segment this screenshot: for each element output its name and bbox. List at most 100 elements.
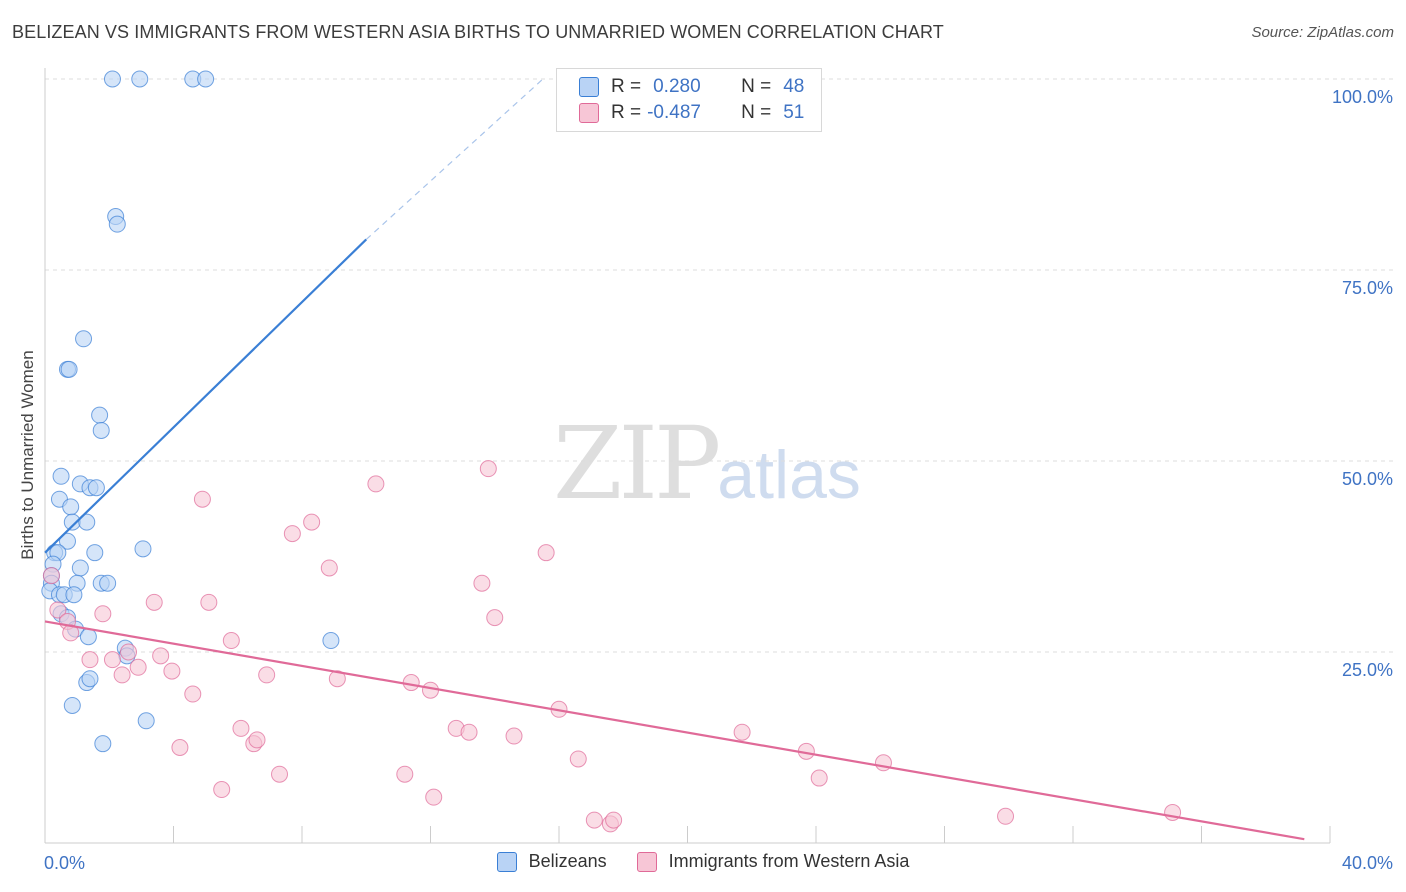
watermark-atlas: atlas bbox=[717, 437, 861, 513]
western-asia-point-30 bbox=[402, 674, 420, 692]
legend-n-value: 48 bbox=[783, 76, 805, 97]
belizean-point-43 bbox=[81, 670, 99, 688]
western-asia-point-39 bbox=[537, 544, 555, 562]
western-asia-point-16 bbox=[200, 593, 218, 611]
western-asia-point-31 bbox=[422, 681, 439, 699]
western-asia-point-45 bbox=[733, 723, 751, 741]
western-asia-point-25 bbox=[303, 513, 321, 531]
western-asia-point-1 bbox=[49, 601, 67, 619]
zipatlas-watermark: ZIPatlas bbox=[553, 405, 861, 522]
western-asia-point-23 bbox=[271, 765, 289, 783]
legend-n-value: 51 bbox=[783, 102, 805, 123]
western-asia-point-5 bbox=[94, 605, 112, 623]
belizean-point-23 bbox=[134, 540, 152, 558]
legend-item-western-asia: Immigrants from Western Asia bbox=[636, 851, 910, 872]
belizean-point-5 bbox=[108, 215, 126, 233]
western-asia-point-10 bbox=[145, 593, 163, 611]
x-tick-label-max: 40.0% bbox=[1342, 853, 1393, 873]
belizean-point-8 bbox=[60, 360, 78, 378]
belizean-point-44 bbox=[63, 696, 81, 714]
belizean-trend-line bbox=[44, 238, 368, 554]
legend-r-value: 0.280 bbox=[653, 76, 701, 97]
belizean-point-3 bbox=[197, 70, 215, 88]
western-asia-point-41 bbox=[569, 750, 587, 768]
belizean-point-34 bbox=[65, 586, 83, 604]
legend-item-belizeans: Belizeans bbox=[496, 851, 607, 872]
source-label: Source: ZipAtlas.com bbox=[1251, 24, 1394, 41]
western-asia-point-47 bbox=[810, 769, 828, 787]
western-asia-point-13 bbox=[171, 739, 189, 756]
western-asia-point-11 bbox=[152, 647, 170, 665]
western-asia-point-7 bbox=[113, 666, 131, 684]
legend-swatch-pink bbox=[579, 103, 599, 123]
belizean-point-0 bbox=[103, 70, 121, 88]
belizean-point-11 bbox=[52, 467, 70, 485]
y-tick-label-25: 25.0% bbox=[1342, 660, 1393, 680]
western-asia-point-4 bbox=[81, 651, 99, 669]
belizean-point-46 bbox=[94, 735, 112, 753]
belizean-point-10 bbox=[92, 421, 110, 439]
belizean-point-30 bbox=[99, 574, 117, 592]
western-asia-point-12 bbox=[163, 662, 181, 680]
western-asia-point-29 bbox=[396, 765, 414, 783]
legend-r-value: -0.487 bbox=[647, 102, 701, 123]
legend-r-label: R = bbox=[611, 102, 642, 123]
belizean-point-25 bbox=[71, 559, 89, 577]
western-asia-point-28 bbox=[367, 475, 385, 493]
western-asia-point-6 bbox=[103, 651, 121, 669]
legend-r-label: R = bbox=[611, 76, 642, 97]
belizean-point-6 bbox=[75, 330, 93, 348]
western-asia-point-0 bbox=[42, 567, 60, 585]
chart-title: BELIZEAN VS IMMIGRANTS FROM WESTERN ASIA… bbox=[12, 22, 944, 42]
western-asia-point-21 bbox=[248, 731, 266, 749]
western-asia-point-35 bbox=[473, 574, 491, 592]
belizean-point-18 bbox=[78, 513, 96, 531]
y-tick-label-75: 75.0% bbox=[1342, 278, 1393, 298]
western-asia-point-27 bbox=[328, 670, 346, 688]
western-asia-point-8 bbox=[120, 643, 138, 661]
western-asia-point-22 bbox=[258, 666, 276, 684]
western-asia-point-38 bbox=[505, 727, 523, 745]
series-legend: Belizeans Immigrants from Western Asia bbox=[0, 851, 1406, 872]
x-tick-label-min: 0.0% bbox=[44, 853, 85, 873]
belizean-point-41 bbox=[322, 632, 340, 650]
watermark-zip: ZIP bbox=[553, 405, 721, 522]
belizean-point-14 bbox=[87, 479, 105, 497]
western-asia-point-19 bbox=[232, 719, 250, 737]
correlation-legend: R = 0.280 N = 48 R = -0.487 N = 51 bbox=[556, 68, 822, 132]
western-asia-point-9 bbox=[129, 658, 147, 676]
legend-label-belizeans: Belizeans bbox=[528, 851, 607, 871]
western-asia-point-32 bbox=[425, 788, 443, 806]
western-asia-point-42 bbox=[585, 811, 603, 829]
belizean-point-1 bbox=[131, 70, 149, 88]
western-asia-point-17 bbox=[213, 781, 231, 799]
y-tick-label-50: 50.0% bbox=[1342, 469, 1393, 489]
legend-swatch-belizeans bbox=[496, 851, 517, 872]
legend-label-western-asia: Immigrants from Western Asia bbox=[668, 851, 910, 871]
western-asia-point-44 bbox=[605, 811, 623, 829]
western-asia-point-36 bbox=[479, 460, 497, 478]
belizean-point-16 bbox=[62, 498, 80, 516]
western-asia-point-34 bbox=[460, 723, 478, 741]
western-asia-point-37 bbox=[486, 609, 504, 627]
legend-swatch-blue bbox=[579, 77, 599, 97]
western-asia-point-24 bbox=[283, 525, 301, 543]
western-asia-point-14 bbox=[184, 685, 202, 703]
belizean-point-38 bbox=[79, 628, 97, 646]
belizean-point-9 bbox=[91, 406, 109, 424]
western-asia-trend-line bbox=[44, 620, 1305, 841]
belizean-point-22 bbox=[86, 544, 104, 562]
legend-swatch-western-asia bbox=[636, 851, 657, 872]
western-asia-point-18 bbox=[222, 632, 240, 650]
y-tick-label-100: 100.0% bbox=[1332, 87, 1393, 107]
western-asia-point-26 bbox=[320, 559, 338, 577]
western-asia-point-49 bbox=[997, 807, 1015, 825]
western-asia-point-15 bbox=[193, 490, 211, 508]
legend-row-belizeans: R = 0.280 N = 48 bbox=[579, 75, 804, 99]
legend-n-label: N = bbox=[741, 76, 772, 97]
belizean-point-45 bbox=[137, 712, 155, 730]
legend-row-western-asia: R = -0.487 N = 51 bbox=[579, 101, 804, 125]
belizean-trend-extension bbox=[365, 78, 544, 240]
legend-n-label: N = bbox=[741, 102, 772, 123]
